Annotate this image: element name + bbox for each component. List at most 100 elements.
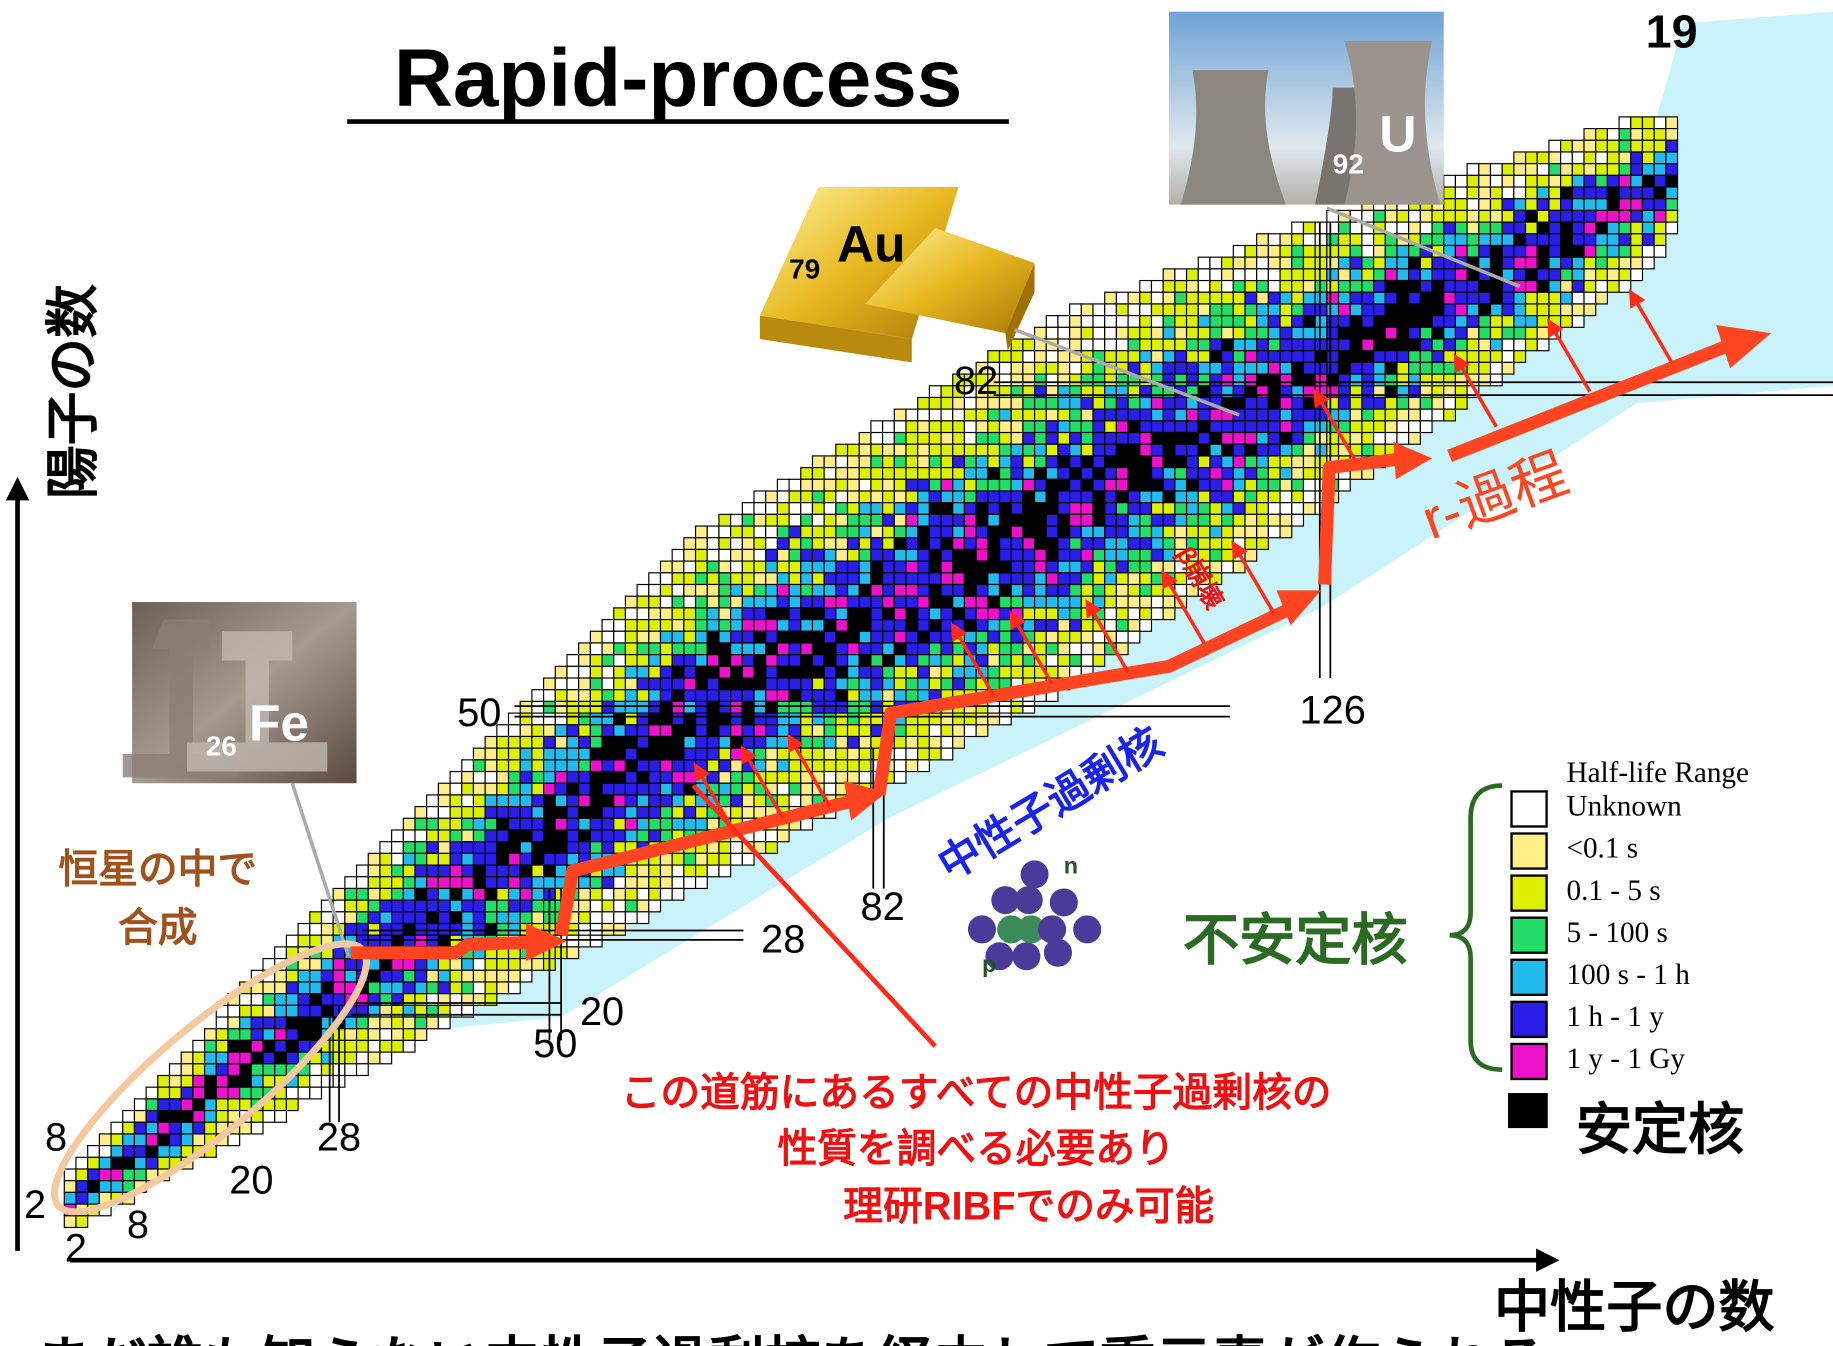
- nuclide-cell: [497, 982, 509, 994]
- nuclide-cell: [1000, 374, 1012, 386]
- nuclide-cell: [1233, 351, 1245, 363]
- nuclide-cell: [579, 760, 591, 772]
- nuclide-cell: [263, 1052, 275, 1064]
- nuclide-cell: [1572, 304, 1584, 316]
- nuclide-cell: [310, 1064, 322, 1076]
- nuclide-cell: [1210, 433, 1222, 445]
- nuclide-cell: [941, 608, 953, 620]
- nuclide-cell: [766, 514, 778, 526]
- nuclide-cell: [1116, 444, 1128, 456]
- nuclide-cell: [929, 655, 941, 667]
- nuclide-cell: [707, 655, 719, 667]
- nuclide-cell: [555, 818, 567, 830]
- nuclide-cell: [824, 655, 836, 667]
- nuclide-cell: [672, 795, 684, 807]
- nuclide-cell: [614, 807, 626, 819]
- nuclide-cell: [1070, 433, 1082, 445]
- nuclide-cell: [1444, 316, 1456, 328]
- nuclide-cell: [567, 760, 579, 772]
- nuclide-cell: [742, 853, 754, 865]
- nuclide-cell: [672, 596, 684, 608]
- nuclide-cell: [894, 748, 906, 760]
- nuclide-cell: [696, 620, 708, 632]
- nuclide-cell: [1502, 234, 1514, 246]
- nuclide-cell: [64, 1181, 76, 1193]
- nuclide-cell: [1467, 327, 1479, 339]
- nuclide-cell: [964, 573, 976, 585]
- nuclide-cell: [146, 1099, 158, 1111]
- nucleon: [997, 915, 1025, 943]
- nuclide-cell: [801, 479, 813, 491]
- nuclide-cell: [286, 935, 298, 947]
- nuclide-cell: [1081, 620, 1093, 632]
- nuclide-cell: [812, 596, 824, 608]
- nuclide-cell: [1023, 620, 1035, 632]
- nuclide-cell: [976, 561, 988, 573]
- nuclide-cell: [894, 468, 906, 480]
- nuclide-cell: [263, 1005, 275, 1017]
- nuclide-cell: [812, 526, 824, 538]
- nuclide-cell: [567, 935, 579, 947]
- nuclide-cell: [170, 1087, 182, 1099]
- nuclide-cell: [1327, 397, 1339, 409]
- nuclide-cell: [1537, 152, 1549, 164]
- nuclide-cell: [1245, 421, 1257, 433]
- nuclide-cell: [894, 573, 906, 585]
- nuclide-cell: [567, 830, 579, 842]
- nuclide-cell: [1374, 257, 1386, 269]
- nuclide-cell: [1035, 620, 1047, 632]
- nuclide-cell: [1327, 257, 1339, 269]
- nuclide-cell: [485, 783, 497, 795]
- nuclide-cell: [789, 760, 801, 772]
- nuclide-cell: [1572, 140, 1584, 152]
- nuclide-cell: [1046, 655, 1058, 667]
- nuclide-cell: [812, 701, 824, 713]
- nuclide-cell: [310, 1087, 322, 1099]
- nuclide-cell: [1409, 210, 1421, 222]
- nuclide-cell: [1198, 433, 1210, 445]
- nuclide-cell: [1116, 561, 1128, 573]
- nuclide-cell: [497, 877, 509, 889]
- nuclide-cell: [1035, 503, 1047, 515]
- nuclide-cell: [906, 760, 918, 772]
- nuclide-cell: [123, 1122, 135, 1134]
- nuclide-cell: [976, 573, 988, 585]
- nuclide-cell: [1350, 409, 1362, 421]
- nuclide-cell: [76, 1157, 88, 1169]
- nuclide-cell: [988, 409, 1000, 421]
- nuclide-cell: [555, 842, 567, 854]
- nuclide-cell: [883, 549, 895, 561]
- nuclide-cell: [1058, 397, 1070, 409]
- nuclide-cell: [754, 608, 766, 620]
- nuclide-cell: [1058, 549, 1070, 561]
- nuclide-cell: [1093, 549, 1105, 561]
- nuclide-cell: [1502, 257, 1514, 269]
- nuclide-cell: [1116, 479, 1128, 491]
- nuclide-cell: [228, 1052, 240, 1064]
- nuclide-cell: [625, 807, 637, 819]
- nuclide-cell: [485, 959, 497, 971]
- nuclide-cell: [871, 444, 883, 456]
- nuclide-cell: [964, 409, 976, 421]
- nuclide-cell: [1128, 526, 1140, 538]
- nuclide-cell: [1222, 526, 1234, 538]
- nuclide-cell: [625, 783, 637, 795]
- nuclide-cell: [1479, 281, 1491, 293]
- nuclide-cell: [918, 444, 930, 456]
- nuclide-cell: [380, 888, 392, 900]
- nuclide-cell: [941, 643, 953, 655]
- nuclide-cell: [918, 678, 930, 690]
- nuclide-cell: [602, 795, 614, 807]
- nuclide-cell: [871, 514, 883, 526]
- nuclide-cell: [1514, 327, 1526, 339]
- nuclide-cell: [509, 865, 521, 877]
- nuclide-cell: [1420, 409, 1432, 421]
- nuclide-cell: [473, 865, 485, 877]
- nuclide-cell: [1362, 281, 1374, 293]
- nuclide-cell: [660, 807, 672, 819]
- nuclide-cell: [848, 690, 860, 702]
- nuclide-cell: [649, 573, 661, 585]
- nuclide-cell: [544, 783, 556, 795]
- nuclide-cell: [649, 620, 661, 632]
- nuclide-cell: [1011, 503, 1023, 515]
